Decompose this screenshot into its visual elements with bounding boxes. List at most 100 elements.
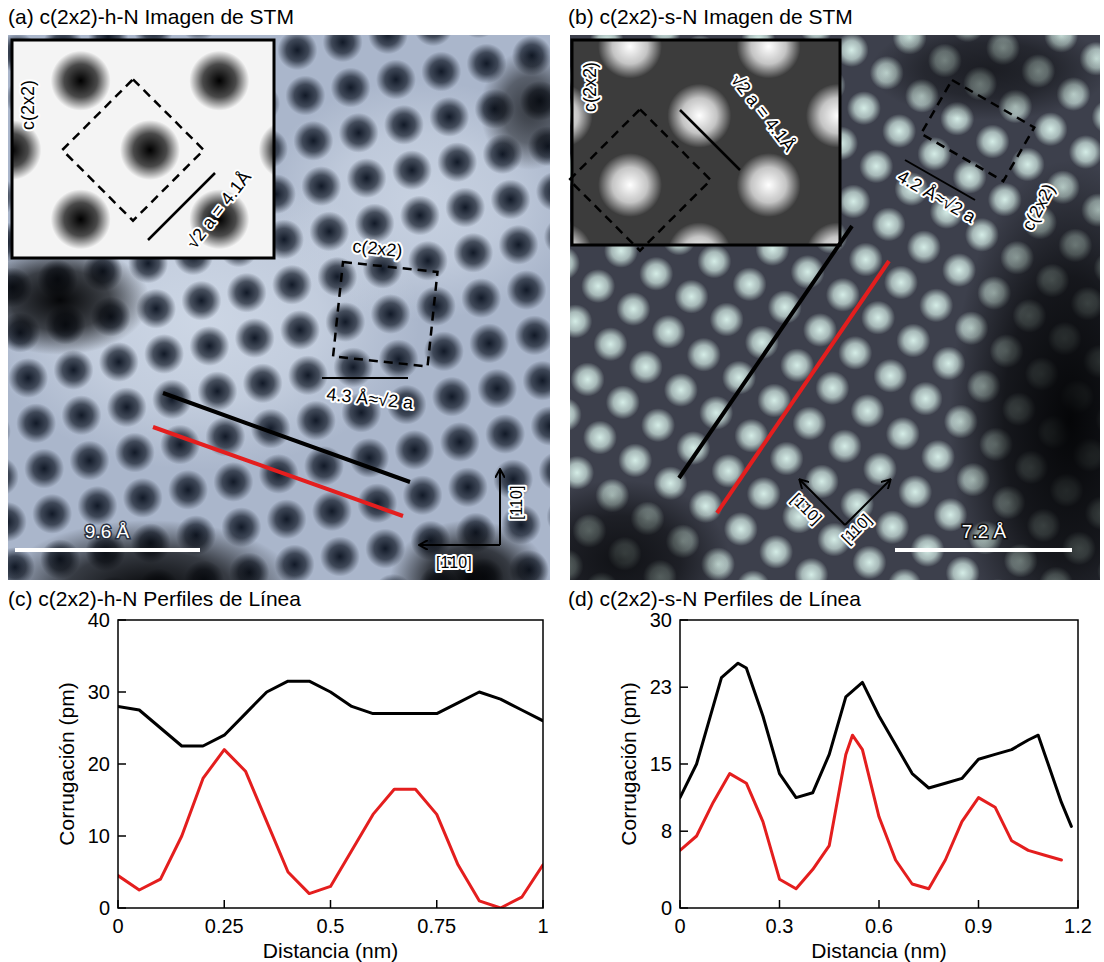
lattice-spot — [144, 334, 184, 374]
lattice-spot — [598, 40, 662, 78]
y-tick — [118, 835, 126, 837]
y-tick-label: 15 — [650, 753, 672, 775]
x-tick — [436, 900, 438, 908]
panel-title: (a) c(2x2)-h-N Imagen de STM — [8, 5, 294, 28]
lattice-spot — [24, 449, 64, 489]
x-tick-label: 0.25 — [205, 915, 244, 937]
lattice-spot — [907, 230, 941, 264]
lattice-spot — [459, 35, 499, 38]
lattice-spot — [461, 278, 501, 318]
lattice-spot — [331, 68, 371, 108]
lattice-spot — [859, 149, 893, 183]
scale-label: 7.2 Å — [962, 521, 1007, 542]
y-tick-label: 0 — [99, 897, 110, 919]
x-tick-label: 1.2 — [1064, 915, 1092, 937]
lattice-spot — [896, 324, 930, 358]
unit-cell — [62, 79, 203, 220]
profile-series — [118, 681, 543, 746]
lattice-spot — [570, 398, 582, 432]
direction-arrow — [499, 470, 501, 545]
y-axis-title: Corrugación (pm) — [55, 682, 78, 845]
lattice-spot — [616, 292, 650, 326]
lattice-spot — [323, 35, 363, 62]
lattice-spot — [888, 568, 922, 580]
x-tick-label: 0.75 — [417, 915, 456, 937]
lattice-spot — [107, 387, 147, 427]
lattice-spot — [975, 125, 1009, 159]
direction-label: [1̄10] — [788, 490, 825, 527]
x-tick — [878, 900, 880, 908]
lattice-spot — [583, 420, 617, 454]
lattice-spot — [581, 269, 615, 303]
unit-cell — [333, 262, 437, 366]
lattice-spot — [69, 441, 109, 481]
y-tick-label: 10 — [88, 825, 110, 847]
lattice-spot — [530, 406, 550, 446]
inset — [12, 40, 274, 258]
stm-dark — [480, 50, 550, 170]
lattice-spot — [639, 257, 673, 291]
lattice-spot — [836, 184, 870, 218]
lattice-spot — [115, 433, 155, 473]
lattice-spot — [1034, 112, 1068, 146]
lattice-spot — [606, 385, 640, 419]
lattice-spot — [296, 401, 336, 441]
lattice-spot — [514, 315, 550, 355]
lattice-spot — [432, 377, 472, 417]
direction-arrow — [420, 544, 500, 546]
lattice-spot — [538, 451, 550, 491]
lattice-spot — [293, 121, 333, 161]
x-tick-label: 0 — [674, 915, 685, 937]
lattice-spot — [712, 454, 746, 488]
lattice-spot — [805, 464, 839, 498]
lattice-spot — [826, 278, 860, 312]
spacing-bar — [322, 377, 408, 379]
chart: (c) c(2x2)-h-N Perfiles de Línea01020304… — [8, 587, 549, 962]
lattice-spot — [272, 265, 312, 305]
lattice-spot — [593, 327, 627, 361]
spacing-bar — [680, 110, 740, 170]
lattice-spot — [376, 60, 416, 100]
y-tick-label: 0 — [661, 897, 672, 919]
chart: (d) c(2x2)-s-N Perfiles de Línea08152330… — [568, 587, 1092, 962]
chart-title: (d) c(2x2)-s-N Perfiles de Línea — [568, 587, 861, 610]
lattice-spot — [227, 273, 267, 313]
inset-spacing: √2 a = 4.1Å — [727, 70, 800, 155]
inset-frame — [572, 40, 840, 245]
lattice-spot — [507, 270, 547, 310]
y-tick — [680, 830, 688, 832]
lattice-spot — [477, 369, 517, 409]
plot-area — [118, 681, 543, 908]
lattice-spot — [873, 359, 907, 393]
lattice-spot — [872, 207, 906, 241]
stm-dark — [8, 520, 300, 580]
lattice-spot — [51, 51, 111, 111]
unit-cell — [921, 80, 1034, 181]
cell-label: c(2x2) — [1018, 180, 1059, 234]
lattice-spot — [288, 355, 328, 395]
lattice-spot — [424, 331, 464, 371]
lattice-spot — [570, 304, 592, 338]
direction-label: [110] — [838, 511, 874, 547]
lattice-spot — [667, 222, 731, 245]
lattice-spot — [747, 477, 781, 511]
cell-label: c(2x2) — [352, 236, 404, 261]
x-tick — [978, 900, 980, 908]
lattice-spot — [384, 105, 424, 145]
scale-label: 9.6 Å — [85, 521, 130, 542]
lattice-spot — [301, 166, 341, 206]
plot-frame — [118, 620, 543, 908]
lattice-spot — [448, 467, 488, 507]
lattice-spot — [499, 225, 539, 265]
lattice-spot — [197, 371, 237, 411]
inset-label: c(2x2) — [18, 80, 38, 130]
lattice-spot — [325, 302, 365, 342]
lattice-spot — [724, 512, 758, 546]
lattice-spot — [445, 187, 485, 227]
direction-label: [110] — [508, 486, 525, 520]
lattice-spot — [333, 347, 373, 387]
lattice-spot — [277, 35, 317, 70]
lattice-spot — [123, 478, 163, 518]
lattice-spot — [794, 558, 828, 580]
lattice-spot — [8, 457, 19, 497]
